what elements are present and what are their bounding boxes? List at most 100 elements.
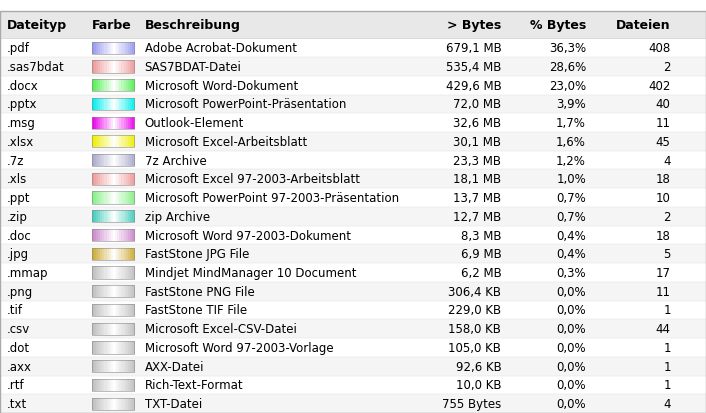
FancyBboxPatch shape — [117, 229, 120, 242]
FancyBboxPatch shape — [117, 80, 120, 92]
Text: Farbe: Farbe — [92, 19, 131, 32]
FancyBboxPatch shape — [92, 173, 95, 185]
FancyBboxPatch shape — [124, 342, 126, 354]
FancyBboxPatch shape — [94, 248, 97, 260]
FancyBboxPatch shape — [104, 229, 107, 242]
FancyBboxPatch shape — [132, 267, 135, 279]
FancyBboxPatch shape — [128, 173, 131, 185]
FancyBboxPatch shape — [117, 304, 120, 316]
FancyBboxPatch shape — [100, 99, 103, 111]
FancyBboxPatch shape — [121, 173, 124, 185]
Text: % Bytes: % Bytes — [530, 19, 586, 32]
FancyBboxPatch shape — [96, 99, 99, 111]
FancyBboxPatch shape — [109, 43, 112, 55]
FancyBboxPatch shape — [98, 267, 101, 279]
FancyBboxPatch shape — [130, 43, 133, 55]
FancyBboxPatch shape — [132, 211, 135, 223]
FancyBboxPatch shape — [104, 267, 107, 279]
FancyBboxPatch shape — [100, 61, 103, 74]
FancyBboxPatch shape — [115, 211, 118, 223]
FancyBboxPatch shape — [98, 285, 101, 298]
FancyBboxPatch shape — [94, 136, 97, 148]
FancyBboxPatch shape — [109, 285, 112, 298]
Text: 0,4%: 0,4% — [556, 248, 586, 261]
FancyBboxPatch shape — [0, 226, 706, 245]
Text: 23,0%: 23,0% — [549, 79, 586, 93]
FancyBboxPatch shape — [92, 80, 95, 92]
FancyBboxPatch shape — [107, 136, 109, 148]
FancyBboxPatch shape — [111, 173, 114, 185]
Text: 17: 17 — [656, 266, 671, 279]
Text: 1: 1 — [663, 378, 671, 392]
FancyBboxPatch shape — [107, 229, 109, 242]
FancyBboxPatch shape — [111, 323, 114, 335]
FancyBboxPatch shape — [96, 285, 99, 298]
FancyBboxPatch shape — [119, 99, 122, 111]
FancyBboxPatch shape — [121, 285, 124, 298]
FancyBboxPatch shape — [119, 285, 122, 298]
FancyBboxPatch shape — [94, 267, 97, 279]
Text: Microsoft Word 97-2003-Dokument: Microsoft Word 97-2003-Dokument — [145, 229, 351, 242]
FancyBboxPatch shape — [130, 173, 133, 185]
FancyBboxPatch shape — [130, 267, 133, 279]
FancyBboxPatch shape — [111, 342, 114, 354]
FancyBboxPatch shape — [128, 80, 131, 92]
Text: 3,9%: 3,9% — [556, 98, 586, 111]
FancyBboxPatch shape — [104, 323, 107, 335]
FancyBboxPatch shape — [111, 43, 114, 55]
Text: 0,0%: 0,0% — [556, 323, 586, 335]
FancyBboxPatch shape — [126, 379, 128, 391]
FancyBboxPatch shape — [94, 360, 97, 373]
FancyBboxPatch shape — [107, 360, 109, 373]
Text: 10,0 KB: 10,0 KB — [456, 378, 501, 392]
FancyBboxPatch shape — [0, 12, 706, 39]
FancyBboxPatch shape — [132, 192, 135, 204]
FancyBboxPatch shape — [0, 357, 706, 376]
FancyBboxPatch shape — [132, 117, 135, 129]
FancyBboxPatch shape — [119, 342, 122, 354]
FancyBboxPatch shape — [124, 80, 126, 92]
Text: .zip: .zip — [7, 210, 28, 223]
FancyBboxPatch shape — [128, 211, 131, 223]
FancyBboxPatch shape — [130, 398, 133, 410]
FancyBboxPatch shape — [102, 379, 105, 391]
Text: 2: 2 — [663, 210, 671, 223]
Text: 32,6 MB: 32,6 MB — [453, 117, 501, 130]
FancyBboxPatch shape — [132, 136, 135, 148]
FancyBboxPatch shape — [96, 342, 99, 354]
FancyBboxPatch shape — [98, 61, 101, 74]
FancyBboxPatch shape — [121, 379, 124, 391]
FancyBboxPatch shape — [107, 342, 109, 354]
FancyBboxPatch shape — [113, 154, 116, 167]
FancyBboxPatch shape — [130, 154, 133, 167]
Text: 7z Archive: 7z Archive — [145, 154, 206, 167]
FancyBboxPatch shape — [126, 229, 128, 242]
FancyBboxPatch shape — [100, 342, 103, 354]
FancyBboxPatch shape — [111, 360, 114, 373]
FancyBboxPatch shape — [94, 342, 97, 354]
FancyBboxPatch shape — [124, 211, 126, 223]
FancyBboxPatch shape — [124, 229, 126, 242]
Text: 36,3%: 36,3% — [549, 42, 586, 55]
Text: 408: 408 — [648, 42, 671, 55]
FancyBboxPatch shape — [117, 154, 120, 167]
FancyBboxPatch shape — [130, 342, 133, 354]
FancyBboxPatch shape — [100, 229, 103, 242]
FancyBboxPatch shape — [92, 248, 95, 260]
FancyBboxPatch shape — [113, 248, 116, 260]
FancyBboxPatch shape — [96, 136, 99, 148]
FancyBboxPatch shape — [107, 267, 109, 279]
FancyBboxPatch shape — [104, 342, 107, 354]
FancyBboxPatch shape — [100, 80, 103, 92]
FancyBboxPatch shape — [132, 304, 135, 316]
FancyBboxPatch shape — [102, 192, 105, 204]
FancyBboxPatch shape — [92, 323, 95, 335]
Text: Microsoft Word 97-2003-Vorlage: Microsoft Word 97-2003-Vorlage — [145, 341, 333, 354]
Text: 1,0%: 1,0% — [556, 173, 586, 186]
FancyBboxPatch shape — [102, 229, 105, 242]
FancyBboxPatch shape — [104, 99, 107, 111]
Text: 0,0%: 0,0% — [556, 360, 586, 373]
FancyBboxPatch shape — [102, 136, 105, 148]
FancyBboxPatch shape — [132, 229, 135, 242]
FancyBboxPatch shape — [96, 379, 99, 391]
